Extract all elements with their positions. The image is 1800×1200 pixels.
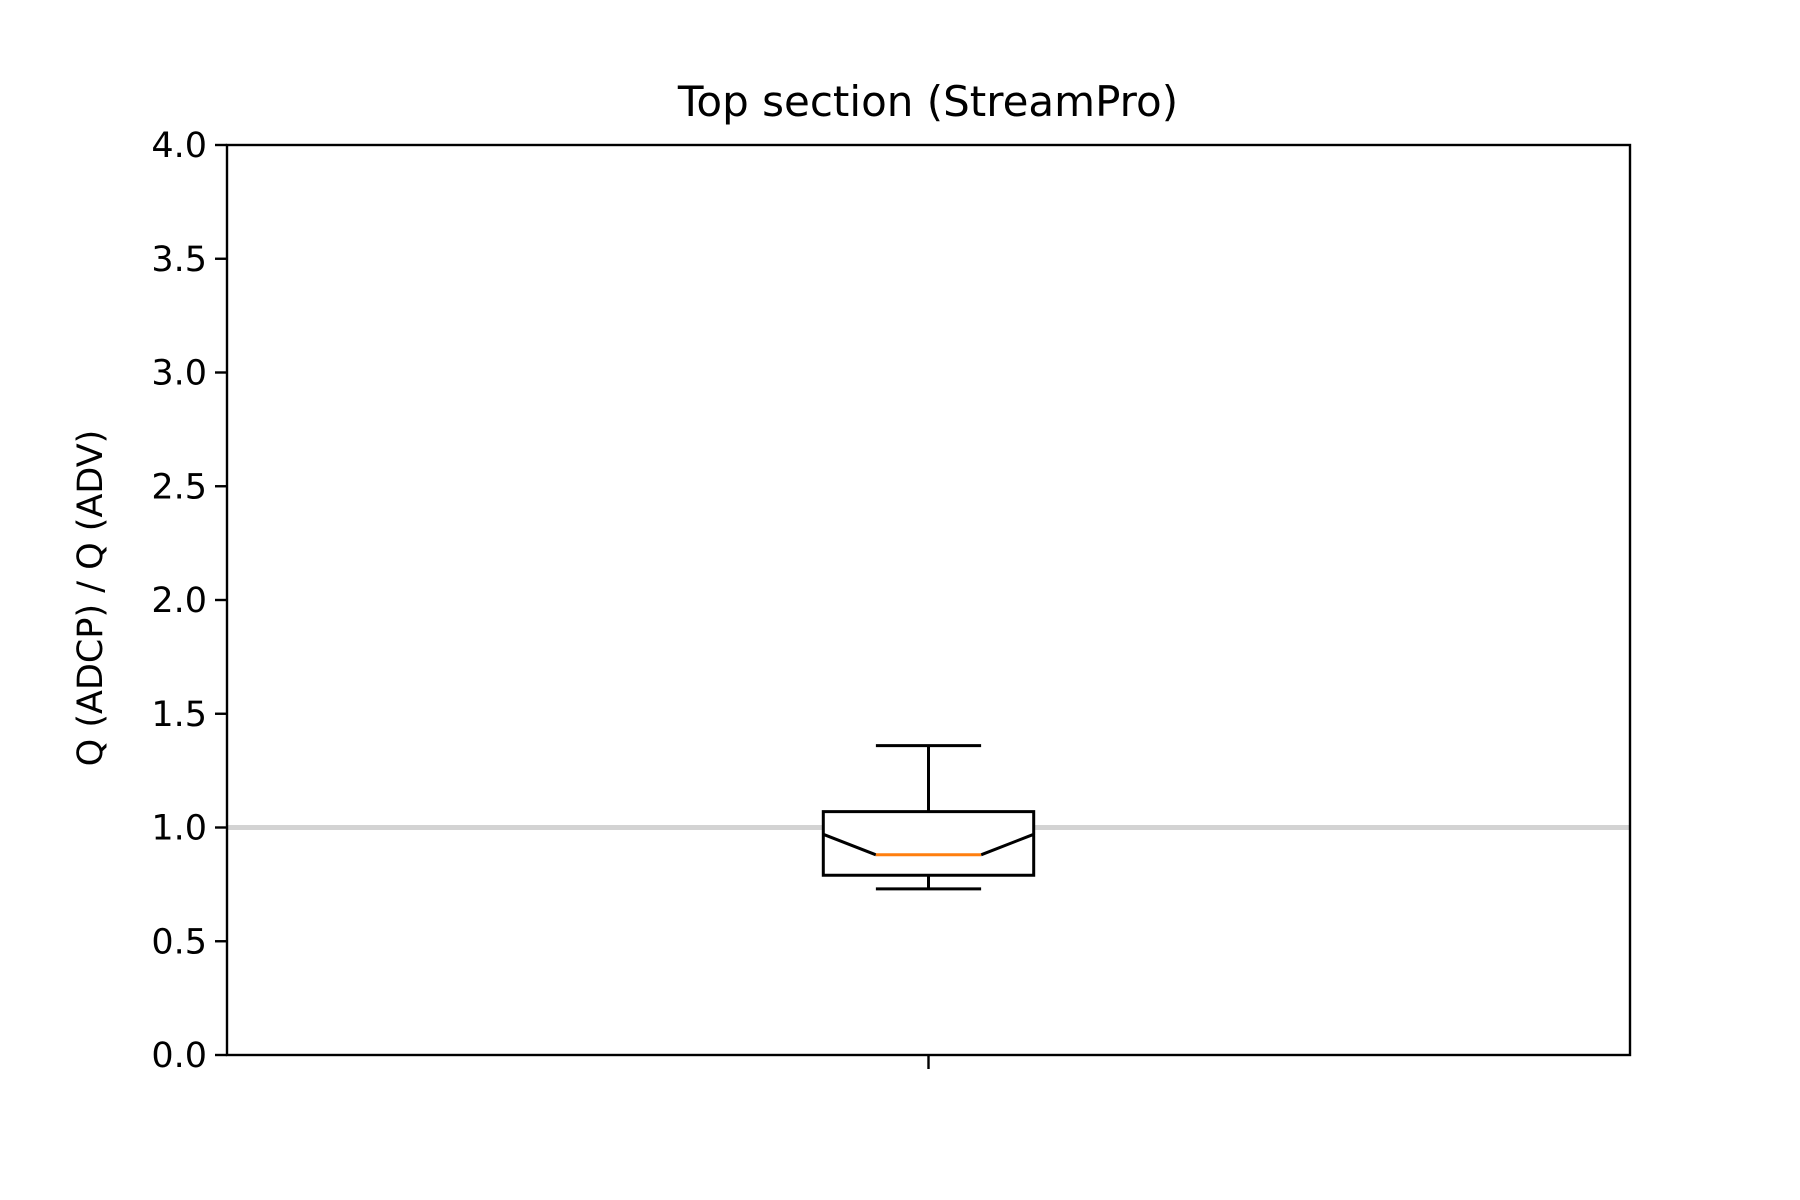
y-tick-label: 1.0 [151, 809, 207, 849]
y-axis-label: Q (ADCP) / Q (ADV) [71, 430, 111, 767]
y-tick-label: 0.0 [151, 1036, 207, 1076]
y-tick-label: 2.5 [151, 467, 207, 507]
y-tick-label: 1.5 [151, 695, 207, 735]
y-tick-label: 0.5 [151, 922, 207, 962]
y-tick-label: 3.5 [151, 240, 207, 280]
y-tick-label: 3.0 [151, 354, 207, 394]
y-axis: 0.0 0.5 1.0 1.5 2.0 2.5 3.0 3.5 4.0 [151, 126, 227, 1076]
y-tick-label: 4.0 [151, 126, 207, 166]
chart-title: Top section (StreamPro) [677, 77, 1178, 126]
plot-frame [225, 143, 1632, 1057]
box-layer [821, 744, 1036, 891]
y-tick-label: 2.0 [151, 581, 207, 621]
box-body [821, 810, 1036, 877]
